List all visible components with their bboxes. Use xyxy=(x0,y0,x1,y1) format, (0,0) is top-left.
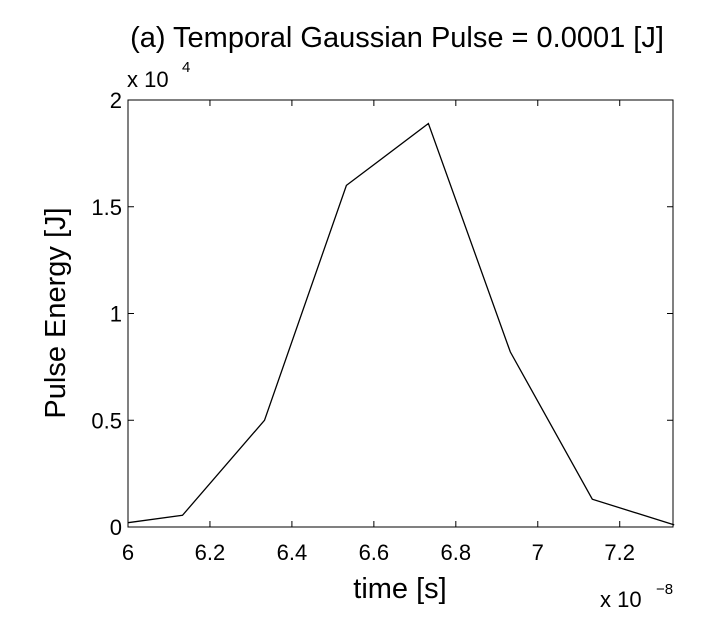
x-multiplier-exponent: −8 xyxy=(656,581,673,598)
y-tick-label: 0.5 xyxy=(91,408,122,433)
x-tick-label: 6.2 xyxy=(195,540,226,565)
x-multiplier: x 10 −8 xyxy=(600,581,673,612)
pulse-energy-line xyxy=(127,122,675,526)
y-tick-label: 0 xyxy=(110,515,122,540)
x-axis-label: time [s] xyxy=(353,573,446,605)
series-layer xyxy=(127,122,675,526)
y-tick-label: 2 xyxy=(110,88,122,113)
x-tick-label: 7 xyxy=(532,540,544,565)
y-multiplier-base: x 10 xyxy=(127,67,169,92)
y-tick-label: 1 xyxy=(110,302,122,327)
y-multiplier: x 10 4 xyxy=(127,59,190,92)
x-tick-label: 7.2 xyxy=(604,540,635,565)
x-multiplier-base: x 10 xyxy=(600,587,642,612)
y-axis-label: Pulse Energy [J] xyxy=(40,207,72,418)
x-tick-label: 6.6 xyxy=(359,540,390,565)
plot-area xyxy=(127,99,674,528)
x-tick-label: 6.8 xyxy=(441,540,472,565)
y-tick-label: 1.5 xyxy=(91,195,122,220)
x-tick-label: 6 xyxy=(122,540,134,565)
y-multiplier-exponent: 4 xyxy=(182,59,190,76)
x-ticks: 6 6.2 6.4 6.6 6.8 7 7.2 xyxy=(122,100,635,565)
chart-title: (a) Temporal Gaussian Pulse = 0.0001 [J] xyxy=(130,22,664,54)
x-tick-label: 6.4 xyxy=(277,540,308,565)
y-ticks: 0 0.5 1 1.5 2 xyxy=(91,88,673,540)
